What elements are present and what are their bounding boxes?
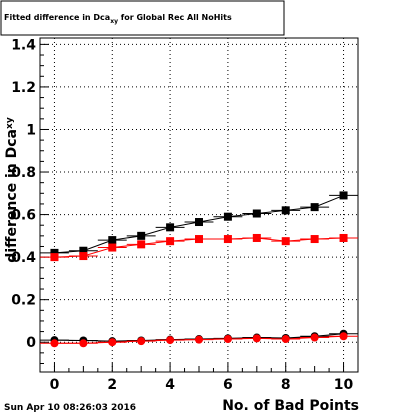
x-tick-label: 8 [281, 377, 291, 393]
grid [40, 38, 358, 372]
y-tick-label: 0.6 [11, 208, 36, 224]
data-point [195, 235, 203, 244]
data-point [281, 237, 290, 246]
data-point [281, 335, 290, 344]
x-axis-title: No. of Bad Points [222, 398, 359, 414]
data-point [137, 240, 146, 249]
y-tick-label: 0.2 [11, 293, 36, 309]
data-point [108, 338, 117, 347]
data-point [195, 218, 203, 227]
data-point [137, 337, 146, 346]
x-tick-label: 2 [107, 377, 117, 393]
data-point [50, 253, 59, 262]
x-tick-label: 10 [334, 377, 354, 393]
data-point [252, 233, 261, 242]
data-point [166, 336, 175, 345]
series-1 [40, 233, 358, 262]
data-point [79, 246, 88, 255]
data-point [79, 339, 88, 348]
data-point [310, 235, 319, 244]
y-tick-label: 1.2 [11, 80, 36, 96]
data-point [223, 235, 232, 244]
y-tick-label: 1.4 [11, 37, 36, 53]
y-tick-label: 0 [26, 335, 36, 351]
y-tick-label: 0.4 [11, 250, 36, 266]
x-tick-labels: 0 2 4 6 8 10 [50, 377, 354, 393]
y-tick-labels: 0 0.2 0.4 0.6 0.8 1 1.2 1.4 [11, 37, 36, 351]
data-point [50, 339, 59, 348]
data-point [310, 333, 319, 342]
data-point [195, 335, 203, 344]
data-point [108, 236, 117, 245]
plot-frame [39, 37, 359, 373]
data-point [310, 203, 319, 212]
series-3 [40, 332, 358, 348]
x-tick-label: 4 [165, 377, 175, 393]
x-tick-label: 6 [223, 377, 233, 393]
data-point [108, 243, 117, 252]
data-point [281, 206, 290, 215]
data-point [223, 335, 232, 344]
data-point [252, 209, 261, 218]
data-point [339, 191, 348, 200]
y-axis-title: difference in Dcaxy [4, 117, 20, 263]
axis-ticks [40, 43, 345, 372]
data-point [252, 334, 261, 343]
data-point [50, 248, 59, 257]
data-point [166, 223, 175, 232]
data-point [166, 237, 175, 246]
data-series [40, 191, 358, 348]
title-box: Fitted difference in Dcaxy for Global Re… [0, 0, 285, 36]
timestamp: Sun Apr 10 08:26:03 2016 [4, 403, 136, 413]
data-point [339, 332, 348, 341]
data-point [223, 212, 232, 221]
y-tick-label: 0.8 [11, 165, 36, 181]
series-0 [40, 191, 358, 257]
chart-title: Fitted difference in Dcaxy for Global Re… [4, 13, 232, 25]
y-tick-label: 1 [26, 122, 36, 138]
data-point [79, 252, 88, 261]
data-point [137, 231, 146, 240]
data-point [339, 233, 348, 242]
x-tick-label: 0 [50, 377, 60, 393]
